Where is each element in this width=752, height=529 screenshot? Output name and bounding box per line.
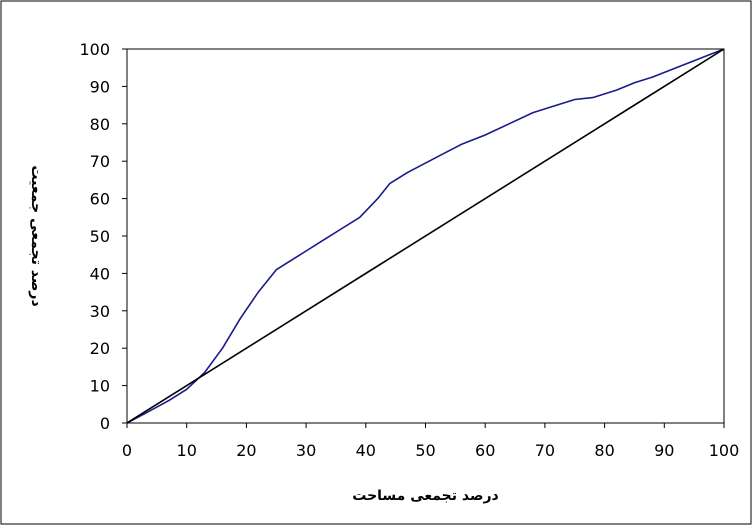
lorenz-curve-line bbox=[126, 48, 725, 424]
y-tick-label: 100 bbox=[79, 40, 110, 59]
x-tick-label: 10 bbox=[177, 441, 197, 460]
y-axis-title: درصد تجمعی جمعیت bbox=[28, 165, 44, 306]
x-tick-label: 30 bbox=[296, 441, 316, 460]
x-tick-label: 60 bbox=[475, 441, 495, 460]
x-tick-label: 20 bbox=[236, 441, 256, 460]
y-tick-label: 10 bbox=[90, 377, 110, 396]
x-tick-label: 50 bbox=[415, 441, 435, 460]
y-tick-label: 60 bbox=[90, 190, 110, 209]
y-tick-label: 0 bbox=[100, 414, 110, 433]
y-axis-ticks: 0 10 20 30 40 50 60 70 80 90 100 bbox=[79, 40, 127, 433]
y-tick-label: 40 bbox=[90, 264, 110, 283]
x-tick-label: 0 bbox=[122, 441, 132, 460]
y-tick-label: 80 bbox=[90, 115, 110, 134]
x-tick-label: 80 bbox=[594, 441, 614, 460]
x-tick-label: 40 bbox=[356, 441, 376, 460]
y-tick-label: 20 bbox=[90, 339, 110, 358]
x-tick-label: 100 bbox=[709, 441, 740, 460]
x-axis-ticks: 0 10 20 30 40 50 60 70 80 90 100 bbox=[122, 423, 739, 460]
x-axis-title: درصد تجمعی مساحت bbox=[352, 488, 499, 504]
y-tick-label: 70 bbox=[90, 152, 110, 171]
x-tick-label: 90 bbox=[654, 441, 674, 460]
y-tick-label: 30 bbox=[90, 302, 110, 321]
y-tick-label: 90 bbox=[90, 77, 110, 96]
y-tick-label: 50 bbox=[90, 227, 110, 246]
equality-diagonal-line bbox=[126, 48, 725, 424]
x-tick-label: 70 bbox=[535, 441, 555, 460]
series-layer bbox=[126, 48, 725, 424]
